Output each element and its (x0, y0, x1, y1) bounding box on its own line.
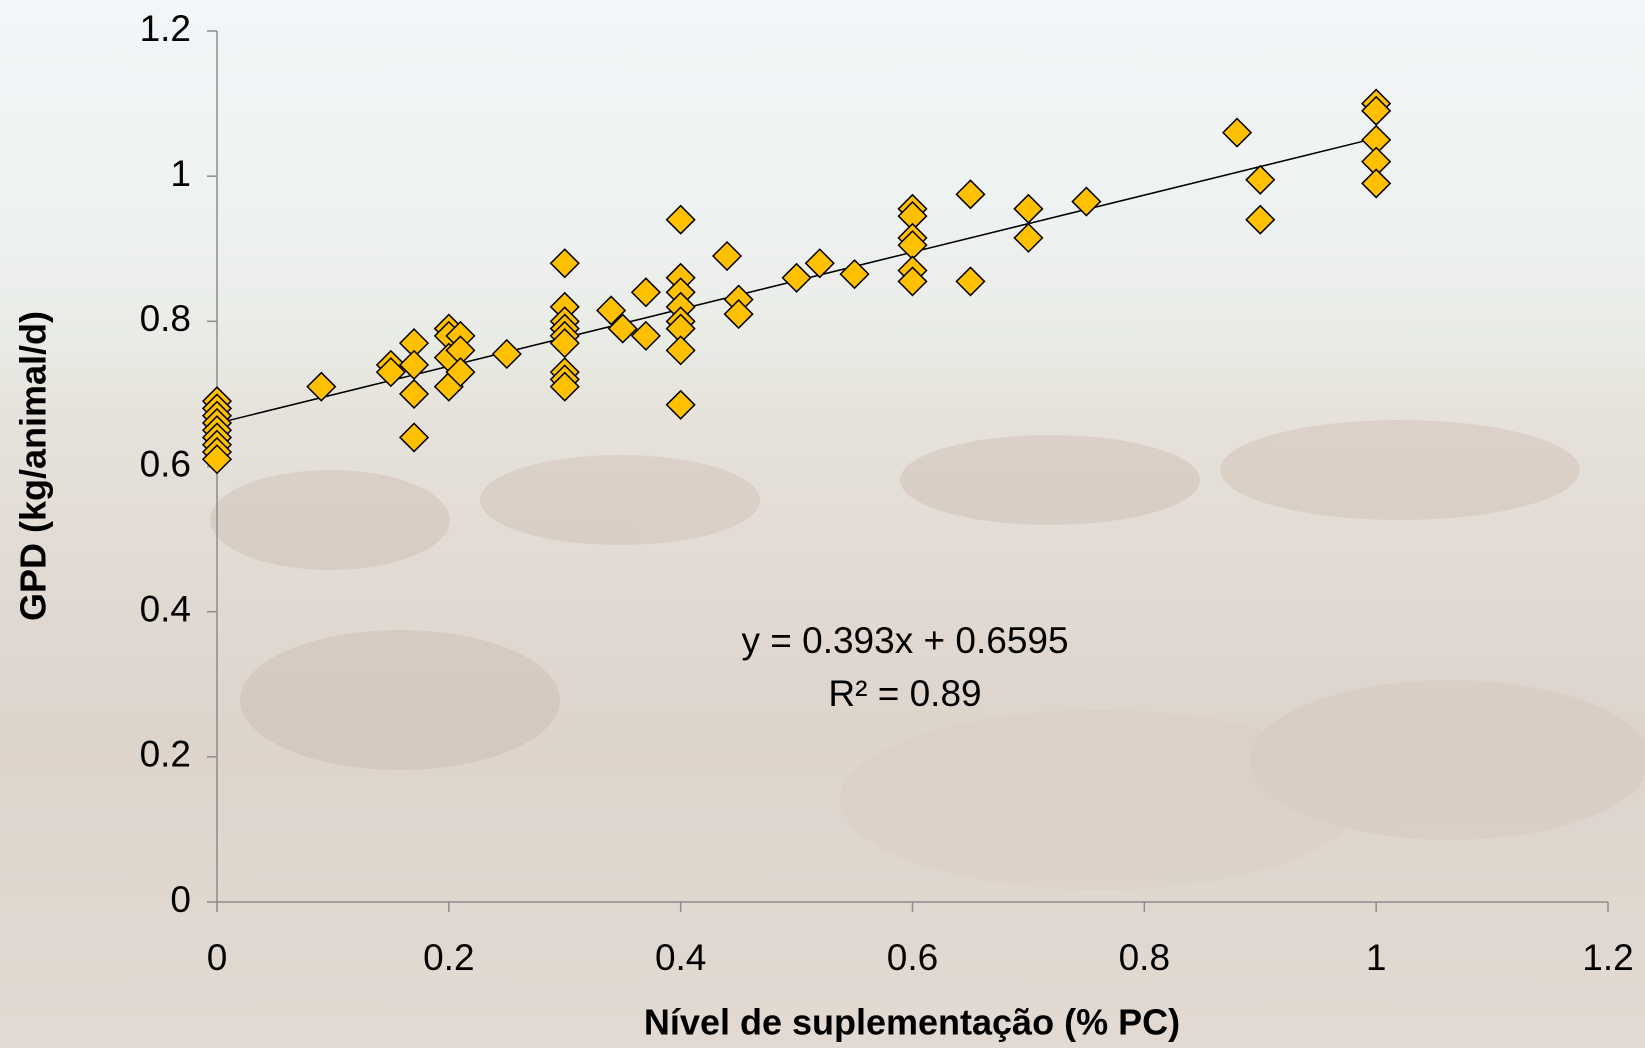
y-tick-label: 0.2 (140, 734, 191, 775)
y-tick-label: 0 (170, 879, 191, 920)
y-tick-label: 1.2 (140, 8, 191, 49)
y-tick-label: 0.6 (140, 443, 191, 484)
annotation: R² = 0.89 (828, 673, 981, 714)
x-tick-label: 0 (207, 937, 228, 978)
x-tick-label: 1.2 (1582, 937, 1633, 978)
x-tick-label: 0.8 (1119, 937, 1170, 978)
y-tick-label: 0.8 (140, 298, 191, 339)
x-tick-label: 0.2 (423, 937, 474, 978)
x-tick-label: 0.6 (887, 937, 938, 978)
y-axis-title: GPD (kg/animal/d) (13, 311, 54, 621)
x-tick-label: 1 (1366, 937, 1387, 978)
page: {"chart_data": { "type": "scatter", "x_l… (0, 0, 1645, 1048)
x-tick-label: 0.4 (655, 937, 706, 978)
annotation: y = 0.393x + 0.6595 (741, 620, 1068, 661)
y-tick-label: 1 (170, 153, 191, 194)
x-axis-title: Nível de suplementação (% PC) (644, 1002, 1180, 1043)
y-tick-label: 0.4 (140, 588, 191, 629)
chart: Nível de suplementação (% PC) GPD (kg/an… (0, 0, 1645, 1048)
